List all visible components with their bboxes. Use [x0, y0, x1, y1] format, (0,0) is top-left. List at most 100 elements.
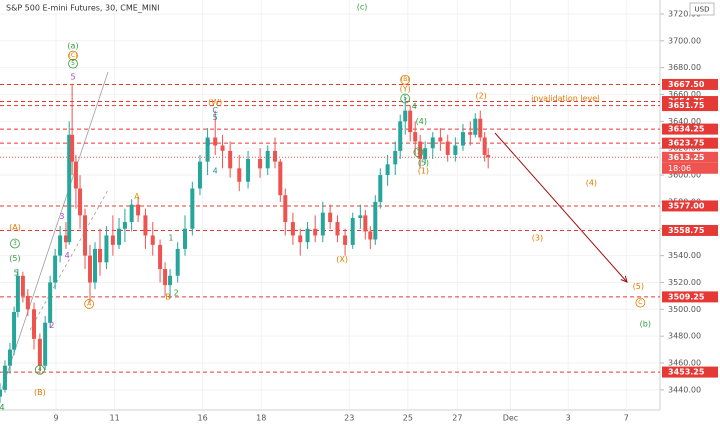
- y-tick-label: 3720.00: [668, 9, 701, 18]
- chart-title: S&P 500 E-mini Futures, 30, CME_MINI: [6, 4, 159, 13]
- level-label: 3613.25: [668, 153, 705, 162]
- y-tick-label: 3540.00: [668, 251, 701, 260]
- wave-label: (W): [208, 98, 222, 107]
- x-tick-label: 27: [452, 414, 462, 423]
- wave-label-circle: [635, 297, 646, 308]
- candle-body: [482, 137, 487, 155]
- x-tick-label: 7: [624, 414, 629, 423]
- candle-body: [350, 218, 355, 245]
- wave-label-circle: [400, 74, 411, 85]
- wave-label: B: [165, 293, 171, 302]
- level-label: 3453.25: [668, 368, 705, 377]
- currency: USD: [695, 6, 710, 14]
- candle-body: [473, 118, 478, 135]
- y-tick-label: 3480.00: [668, 332, 701, 341]
- wave-label-circle: [84, 299, 95, 309]
- wave-label-circle: [68, 50, 78, 61]
- candle-body: [418, 141, 423, 159]
- x-tick-label: 3: [566, 414, 571, 423]
- y-tick-label: 3640.00: [668, 117, 701, 126]
- y-tick-label: 3520.00: [668, 278, 701, 287]
- x-tick-label: 9: [53, 414, 58, 423]
- candle-body: [358, 215, 363, 219]
- level-label-box: [662, 123, 718, 135]
- candle-body: [423, 148, 428, 159]
- x-tick-label: 11: [110, 414, 120, 423]
- x-tick-label: 25: [403, 414, 413, 423]
- countdown: 18:06: [668, 164, 691, 173]
- candle-body: [408, 110, 413, 133]
- candle-body: [220, 145, 225, 151]
- candle-body: [70, 134, 75, 162]
- candle-body: [143, 215, 148, 236]
- x-tick-label: 18: [256, 414, 266, 423]
- x-tick-label: Dec: [503, 414, 518, 423]
- candle-body: [320, 212, 325, 236]
- candle-body: [25, 295, 30, 310]
- candle-body: [373, 201, 378, 240]
- candle-body: [67, 134, 72, 243]
- wave-label: (b): [640, 320, 651, 329]
- wave-label: 4: [38, 366, 42, 373]
- candle-body: [15, 275, 20, 312]
- candle-body: [273, 150, 278, 162]
- candle-body: [117, 228, 122, 245]
- candle-body: [63, 235, 68, 243]
- candle-body: [228, 150, 233, 169]
- candle-body: [363, 215, 368, 232]
- candle-body: [53, 255, 58, 283]
- level-label-box: [662, 100, 718, 112]
- wave-label: 3: [13, 240, 17, 247]
- level-label-box: [662, 200, 718, 212]
- candle-body: [478, 118, 483, 138]
- candle-body: [328, 212, 333, 223]
- wave-label: 3: [416, 149, 420, 156]
- wave-label-circle: [400, 93, 411, 104]
- candle-body: [7, 349, 12, 366]
- wave-label: (3): [532, 234, 543, 243]
- candle-body: [20, 275, 25, 296]
- wave-label: 3: [206, 138, 211, 147]
- y-tick-label: 3660.00: [668, 90, 701, 99]
- wave-label: (a): [67, 42, 78, 51]
- candle-body: [393, 150, 398, 165]
- wave-label: 4: [0, 403, 5, 412]
- wave-label: 5: [71, 60, 75, 67]
- wave-label: (4): [586, 179, 597, 188]
- wave-label: (B): [401, 76, 410, 83]
- candle-body: [0, 389, 2, 397]
- x-tick-label: 16: [198, 414, 208, 423]
- candle-body: [168, 275, 173, 286]
- wave-label: 5: [70, 73, 75, 82]
- candle-body: [453, 145, 458, 155]
- candle-body: [110, 235, 115, 245]
- wave-label: (c): [357, 3, 368, 12]
- wave-label: 4: [213, 167, 218, 176]
- candle-body: [175, 248, 180, 276]
- wave-label: (5): [418, 158, 429, 167]
- candle-body: [37, 338, 42, 366]
- candle-body: [48, 282, 53, 323]
- wave-label-circle: [68, 58, 78, 69]
- candle-body: [2, 365, 7, 390]
- wave-label: (Y): [400, 85, 411, 94]
- y-tick-label: 3500.00: [668, 305, 701, 314]
- candle-body: [73, 161, 78, 189]
- candle-body: [97, 248, 102, 263]
- y-tick-label: 3460.00: [668, 359, 701, 368]
- candle-body: [298, 235, 303, 243]
- level-label: 3623.75: [668, 139, 705, 148]
- candle-body: [78, 188, 83, 216]
- candle-body: [305, 228, 310, 243]
- candle-body: [468, 132, 473, 135]
- wave-label: C: [638, 299, 642, 306]
- wave-label: (B): [34, 388, 46, 397]
- candle-body: [58, 235, 63, 256]
- candle-body: [122, 222, 127, 229]
- candle-body: [378, 175, 383, 202]
- candle-body: [32, 309, 37, 339]
- candle-body: [205, 137, 210, 162]
- candle-body: [43, 322, 48, 366]
- wave-label: C: [212, 106, 218, 115]
